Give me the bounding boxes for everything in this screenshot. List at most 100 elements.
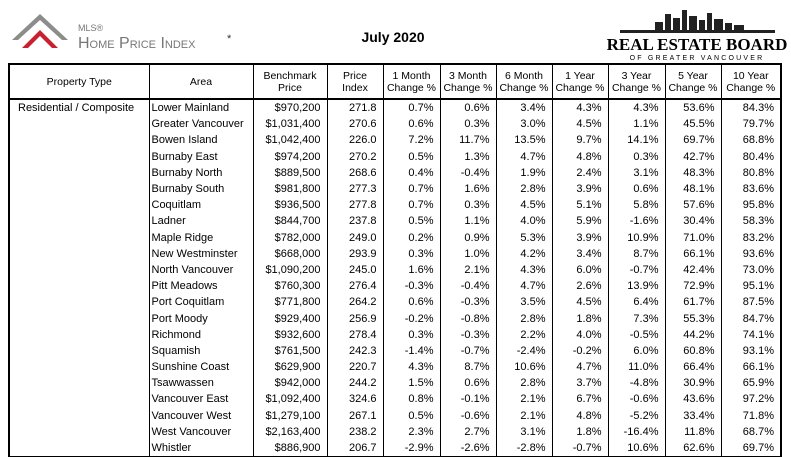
cell-value: 0.2% — [382, 229, 440, 246]
cell-value: $1,042,400 — [252, 132, 327, 149]
cell-value: 66.1% — [664, 245, 721, 262]
cell-value: 0.6% — [439, 375, 496, 392]
cell-value: 8.7% — [607, 245, 665, 262]
cell-value: 5.9% — [551, 213, 608, 230]
cell-value: 0.6% — [607, 180, 665, 198]
cell-value: 3.9% — [551, 180, 608, 198]
cell-value: 2.1% — [495, 407, 552, 424]
cell-value: 93.6% — [720, 245, 781, 262]
cell-value: 93.1% — [720, 342, 781, 359]
cell-value: 4.8% — [551, 407, 608, 424]
cell-value: $760,300 — [252, 278, 327, 295]
area-name: Port Moody — [148, 310, 253, 327]
column-header: Property Type — [9, 64, 149, 100]
area-name: Maple Ridge — [148, 229, 253, 246]
cell-value: -0.1% — [439, 391, 496, 408]
cell-value: 6.0% — [607, 342, 665, 359]
cell-value: -0.7% — [551, 439, 608, 457]
table-row: Sunshine Coast $629,900 220.7 4.3% 8.7% 10.6%… — [9, 359, 781, 376]
cell-value: -0.6% — [439, 407, 496, 424]
cell-value: 1.8% — [551, 310, 608, 327]
cell-value: 84.7% — [720, 310, 781, 327]
cell-value: 62.6% — [664, 439, 721, 457]
cell-value: $981,800 — [252, 180, 327, 198]
cell-value: 5.3% — [495, 229, 552, 246]
table-row: Vancouver West $1,279,100 267.1 0.5% -0.6% 2.… — [9, 407, 781, 424]
header: MLS® Home Price Index * July 2020 REAL E… — [12, 10, 787, 62]
cell-value: 0.7% — [382, 180, 440, 198]
cell-value: -0.7% — [439, 342, 496, 359]
cell-value: 2.4% — [551, 164, 608, 181]
cell-value: 61.7% — [664, 294, 721, 311]
cell-value: 66.1% — [720, 359, 781, 376]
cell-value: 42.7% — [664, 148, 721, 165]
cell-value: 66.4% — [664, 359, 721, 376]
cell-value: 48.3% — [664, 164, 721, 181]
cell-value: 4.7% — [495, 278, 552, 295]
cell-value: 0.3% — [382, 326, 440, 343]
column-header: 3 Month Change % — [439, 64, 496, 100]
cell-value: 0.9% — [439, 229, 496, 246]
cell-value: 8.7% — [439, 359, 496, 376]
cell-value: 43.6% — [664, 391, 721, 408]
cell-value: 2.7% — [439, 423, 496, 440]
cell-value: -0.7% — [607, 261, 665, 279]
cell-value: 13.5% — [495, 132, 552, 149]
table-row: Maple Ridge $782,000 249.0 0.2% 0.9% 5.3% 3.9%… — [9, 229, 781, 246]
column-header: Area — [148, 64, 253, 100]
cell-value: 71.0% — [664, 229, 721, 246]
cell-value: 1.0% — [439, 245, 496, 262]
cell-value: 1.6% — [439, 180, 496, 198]
cell-value: 60.8% — [664, 342, 721, 359]
cell-value: 3.4% — [551, 245, 608, 262]
table-row: Vancouver East $1,092,400 324.6 0.8% -0.1% 2.… — [9, 391, 781, 408]
cell-value: 4.3% — [551, 99, 608, 117]
cell-value: 278.4 — [326, 326, 383, 343]
cell-value: 0.6% — [382, 116, 440, 133]
column-header: 3 Year Change % — [607, 64, 665, 100]
area-name: Ladner — [148, 213, 253, 230]
cell-value: 3.4% — [495, 99, 552, 117]
area-name: Tsawwassen — [148, 375, 253, 392]
cell-value: -0.4% — [439, 278, 496, 295]
cell-value: 4.5% — [551, 294, 608, 311]
cell-value: -2.8% — [495, 439, 552, 457]
cell-value: -2.9% — [382, 439, 440, 457]
cell-value: 238.2 — [326, 423, 383, 440]
cell-value: 277.8 — [326, 197, 383, 214]
cell-value: 14.1% — [607, 132, 665, 149]
column-header: Price Index — [326, 64, 383, 100]
cell-value: 3.9% — [551, 229, 608, 246]
cell-value: 245.0 — [326, 261, 383, 279]
cell-value: 44.2% — [664, 326, 721, 343]
cell-value: 4.3% — [495, 261, 552, 279]
table-row: Bowen Island $1,042,400 226.0 7.2% 11.7% 13.5… — [9, 132, 781, 149]
cell-value: 57.6% — [664, 197, 721, 214]
cell-value: 7.3% — [607, 310, 665, 327]
cell-value: -0.5% — [607, 326, 665, 343]
area-name: Greater Vancouver — [148, 116, 253, 133]
cell-value: 2.8% — [495, 375, 552, 392]
cell-value: 3.0% — [495, 116, 552, 133]
cell-value: $1,090,200 — [252, 261, 327, 279]
cell-value: 1.3% — [439, 148, 496, 165]
cell-value: 30.9% — [664, 375, 721, 392]
cell-value: 2.2% — [495, 326, 552, 343]
cell-value: 267.1 — [326, 407, 383, 424]
area-name: Pitt Meadows — [148, 278, 253, 295]
cell-value: 80.4% — [720, 148, 781, 165]
cell-value: 0.8% — [382, 391, 440, 408]
cell-value: 6.7% — [551, 391, 608, 408]
cell-value: $974,200 — [252, 148, 327, 165]
area-name: Vancouver West — [148, 407, 253, 424]
cell-value: 5.1% — [551, 197, 608, 214]
area-name: Coquitlam — [148, 197, 253, 214]
cell-value: -1.4% — [382, 342, 440, 359]
cell-value: 68.7% — [720, 423, 781, 440]
cell-value: 53.6% — [664, 99, 721, 117]
cell-value: 0.3% — [439, 197, 496, 214]
cell-value: 0.7% — [382, 99, 440, 117]
cell-value: 1.9% — [495, 164, 552, 181]
area-name: Port Coquitlam — [148, 294, 253, 311]
cell-value: 4.5% — [495, 197, 552, 214]
